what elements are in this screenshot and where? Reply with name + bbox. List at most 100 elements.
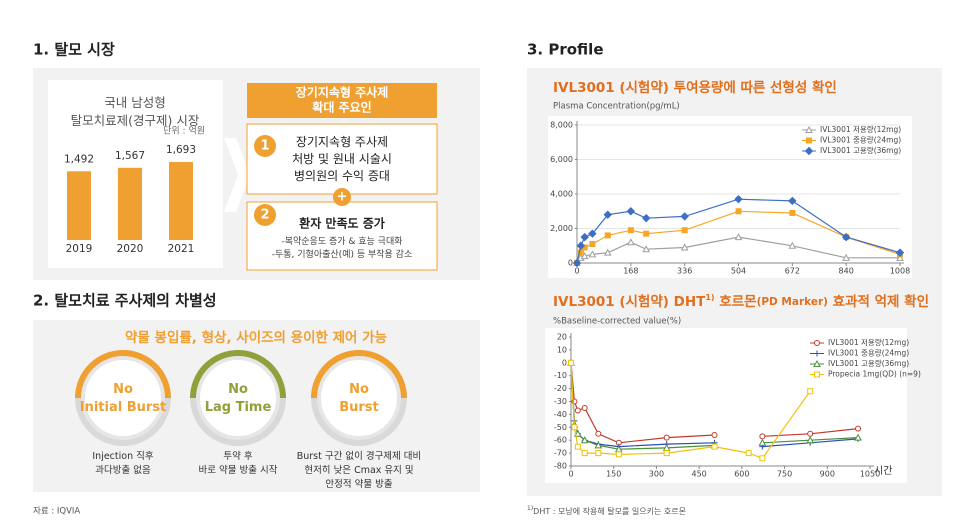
marker: [580, 232, 589, 242]
x-tick-label: 1008: [890, 267, 910, 276]
x-tick-label: 900: [820, 470, 835, 479]
marker: [759, 433, 766, 440]
legend-label: IVL3001 저용량(12mg): [828, 338, 909, 347]
marker: [805, 125, 813, 133]
marker: [580, 252, 589, 260]
factor-box: [246, 123, 438, 195]
marker: [734, 194, 743, 204]
x-tick-label: 0: [568, 470, 573, 479]
plus-badge: [333, 188, 351, 206]
marker: [577, 249, 584, 256]
marker: [581, 404, 588, 411]
y-tick-label: -10: [554, 371, 567, 380]
y-tick-label: 0: [562, 358, 567, 367]
x-tick-label: 672: [785, 267, 800, 276]
legend-label: Propecia 1mg(QD) (n=9): [828, 370, 921, 379]
marker: [615, 451, 622, 458]
y-tick-label: -80: [554, 462, 567, 471]
factor-detail: -복약순응도 증가 & 효능 극대화 -두통, 기형아출산(예) 등 부작용 감소: [272, 235, 413, 260]
marker: [841, 232, 851, 242]
x-tick-label: 450: [692, 470, 707, 479]
marker: [807, 430, 814, 437]
marker: [574, 443, 581, 450]
legend-label: IVL3001 고용량(36mg): [828, 359, 909, 368]
number-badge: [254, 135, 276, 157]
section-title: 2. 탈모치료 주사제의 차별성: [33, 292, 217, 310]
marker: [814, 340, 820, 346]
footnote-text: DHT : 모낭에 작용해 탈모를 일으키는 호르몬: [533, 506, 686, 516]
x-tick-label: 1050: [860, 470, 880, 479]
marker: [734, 233, 743, 241]
marker: [789, 209, 796, 216]
marker: [604, 232, 611, 239]
marker: [663, 450, 670, 457]
footnote: 1)DHT : 모낭에 작용해 탈모를 일으키는 호르몬: [527, 505, 686, 516]
marker: [572, 258, 582, 268]
y-tick-label: -50: [554, 423, 567, 432]
y-tick-label: -20: [554, 384, 567, 393]
number: 2: [260, 208, 269, 223]
feature-label: No Lag Time: [205, 382, 272, 415]
source: 자료 : IQVIA: [33, 507, 80, 517]
legend-label: IVL3001 저용량(12mg): [820, 125, 901, 134]
marker: [642, 245, 651, 253]
unit: 단위 : 억원: [163, 125, 205, 137]
marker: [814, 350, 820, 357]
legend-label: IVL3001 고용량(36mg): [820, 146, 901, 155]
y-tick-label: 6,000: [550, 155, 573, 164]
ring-inner: [196, 356, 280, 440]
value-label: 1,492: [64, 153, 94, 165]
legend-label: IVL3001 중용량(24mg): [828, 349, 909, 358]
title-part: 호르몬: [715, 294, 757, 310]
ring: [75, 350, 171, 399]
x-tick-label: 600: [734, 470, 749, 479]
x-tick-label: 504: [731, 267, 746, 276]
marker: [588, 229, 597, 238]
marker: [626, 207, 636, 216]
marker: [576, 241, 586, 250]
value-label: 1,693: [166, 144, 196, 156]
marker: [595, 450, 602, 457]
marker: [581, 450, 588, 457]
marker: [788, 241, 797, 249]
marker: [814, 371, 820, 378]
title-part: 1): [705, 293, 714, 302]
title-part: (PD Marker): [757, 296, 828, 308]
marker: [589, 241, 596, 248]
x-tick-label: 2021: [168, 243, 195, 255]
y-tick-label: -30: [554, 397, 567, 406]
x-axis-label: 시간: [874, 465, 892, 477]
bar: [169, 162, 193, 240]
y-tick-label: 10: [557, 345, 567, 354]
x-tick-label: 168: [623, 267, 638, 276]
marker: [681, 227, 688, 234]
marker: [595, 430, 602, 437]
x-tick-label: 840: [839, 267, 854, 276]
marker: [711, 443, 718, 450]
number-badge: [254, 204, 276, 226]
marker: [806, 436, 815, 444]
marker: [594, 441, 603, 449]
y-tick-label: 0: [568, 259, 573, 268]
marker: [745, 450, 752, 457]
factor-text: 장기지속형 주사제 처방 및 원내 시술시 병의원의 수익 증대: [292, 135, 392, 183]
feature-label: No Initial Burst: [80, 382, 167, 415]
arrow: [224, 138, 250, 212]
plot-area: [545, 328, 907, 483]
marker: [642, 213, 651, 223]
x-tick-label: 0: [574, 267, 579, 276]
y-tick-label: 2,000: [550, 224, 573, 233]
title-part: IVL3001 (시험약) DHT: [553, 293, 706, 310]
marker: [758, 438, 767, 446]
chart-title: IVL3001 (시험약) 투여용량에 따른 선형성 확인: [553, 79, 837, 96]
value-label: 1,567: [115, 150, 145, 162]
x-tick-label: 750: [777, 470, 792, 479]
y-tick-label: 8,000: [550, 121, 573, 130]
ring: [311, 350, 407, 399]
marker: [588, 250, 597, 258]
marker: [603, 210, 612, 219]
marker: [788, 196, 797, 206]
feature-desc: Burst 구간 없이 경구제제 대비 현저히 낮은 Cmax 유지 및 안정적 약…: [297, 450, 422, 490]
ring-inner: [81, 356, 165, 440]
x-tick-label: 2020: [117, 243, 144, 255]
